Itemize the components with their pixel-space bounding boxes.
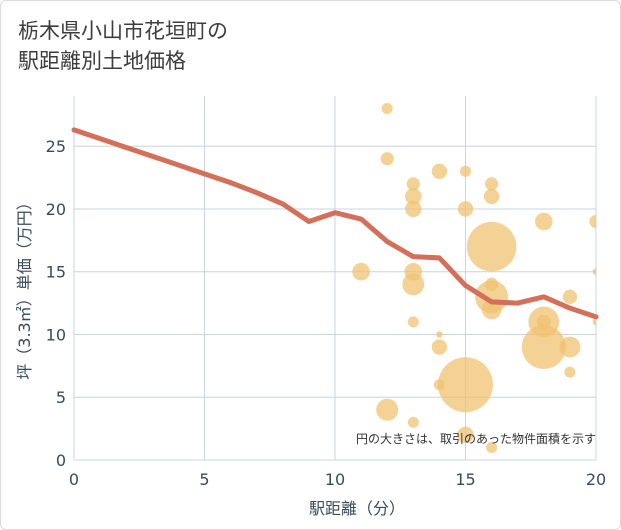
trend-line-layer — [71, 127, 599, 320]
bubble-point — [486, 441, 498, 453]
bubble-point — [589, 214, 596, 229]
y-tick-label: 20 — [46, 200, 66, 219]
gridlines — [73, 96, 597, 461]
bubble-layer — [352, 103, 596, 453]
bubble-size-note: 円の大きさは、取引のあった物件面積を示す — [356, 431, 596, 446]
x-tick-label: 20 — [586, 470, 606, 489]
y-tick-label: 15 — [46, 263, 66, 282]
average-price-line — [71, 127, 599, 320]
x-tick-label: 0 — [69, 470, 79, 489]
x-axis-label: 駅距離（分） — [309, 499, 405, 518]
x-tick-label: 5 — [199, 470, 209, 489]
bubble-point — [457, 426, 474, 444]
bubble-point — [402, 273, 425, 296]
y-axis-label: 坪（3.3㎡）単価（万円） — [15, 194, 34, 379]
bubble-point — [438, 357, 493, 413]
bubble-point — [559, 336, 581, 358]
chart-title-line-1: 栃木県小山市花垣町の — [18, 19, 228, 43]
bubble-point — [564, 366, 576, 378]
bubble-point — [352, 262, 370, 281]
bubble-point — [406, 177, 420, 191]
bubble-point — [407, 416, 419, 428]
bubble-point — [466, 221, 517, 272]
bubble-point — [457, 201, 474, 217]
bubble-point — [436, 331, 443, 338]
y-tick-label: 5 — [56, 388, 66, 407]
bubble-point — [460, 165, 471, 177]
chart-title-line-2: 駅距離別土地価格 — [18, 49, 186, 73]
bubble-point — [521, 325, 566, 370]
bubble-point — [381, 103, 393, 115]
y-tick-label: 10 — [46, 325, 66, 344]
bubble-point — [485, 177, 499, 191]
bubble-point — [562, 289, 578, 304]
y-tick-label: 25 — [46, 137, 66, 156]
bubble-point — [592, 268, 596, 276]
x-tick-label: 15 — [455, 470, 475, 489]
axis-ticks: 0 5 10 15 20 0 5 10 15 20 25 — [46, 137, 607, 489]
bubble-group — [352, 103, 596, 453]
bubble-point — [535, 212, 553, 231]
y-tick-label: 0 — [56, 451, 66, 470]
bubble-point — [405, 188, 422, 205]
bubble-point — [407, 316, 419, 328]
bubble-point — [380, 152, 394, 166]
bubble-point — [431, 339, 448, 355]
bubble-point — [592, 318, 596, 326]
bubble-point — [405, 200, 422, 218]
bubble-point — [376, 398, 399, 421]
bubble-point — [483, 188, 500, 205]
x-tick-label: 10 — [325, 470, 345, 489]
chart-title: 栃木県小山市花垣町の 駅距離別土地価格 — [18, 16, 438, 76]
bubble-point — [431, 163, 448, 180]
